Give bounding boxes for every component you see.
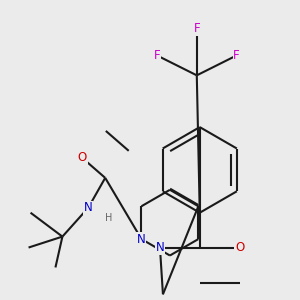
Text: N: N <box>156 241 164 254</box>
Text: O: O <box>235 241 244 254</box>
Text: F: F <box>194 22 200 35</box>
Text: F: F <box>233 49 240 62</box>
Text: H: H <box>104 213 112 223</box>
Text: N: N <box>137 232 146 246</box>
Text: F: F <box>154 49 160 62</box>
Text: H: H <box>136 235 144 244</box>
Text: N: N <box>84 201 93 214</box>
Text: O: O <box>78 152 87 164</box>
